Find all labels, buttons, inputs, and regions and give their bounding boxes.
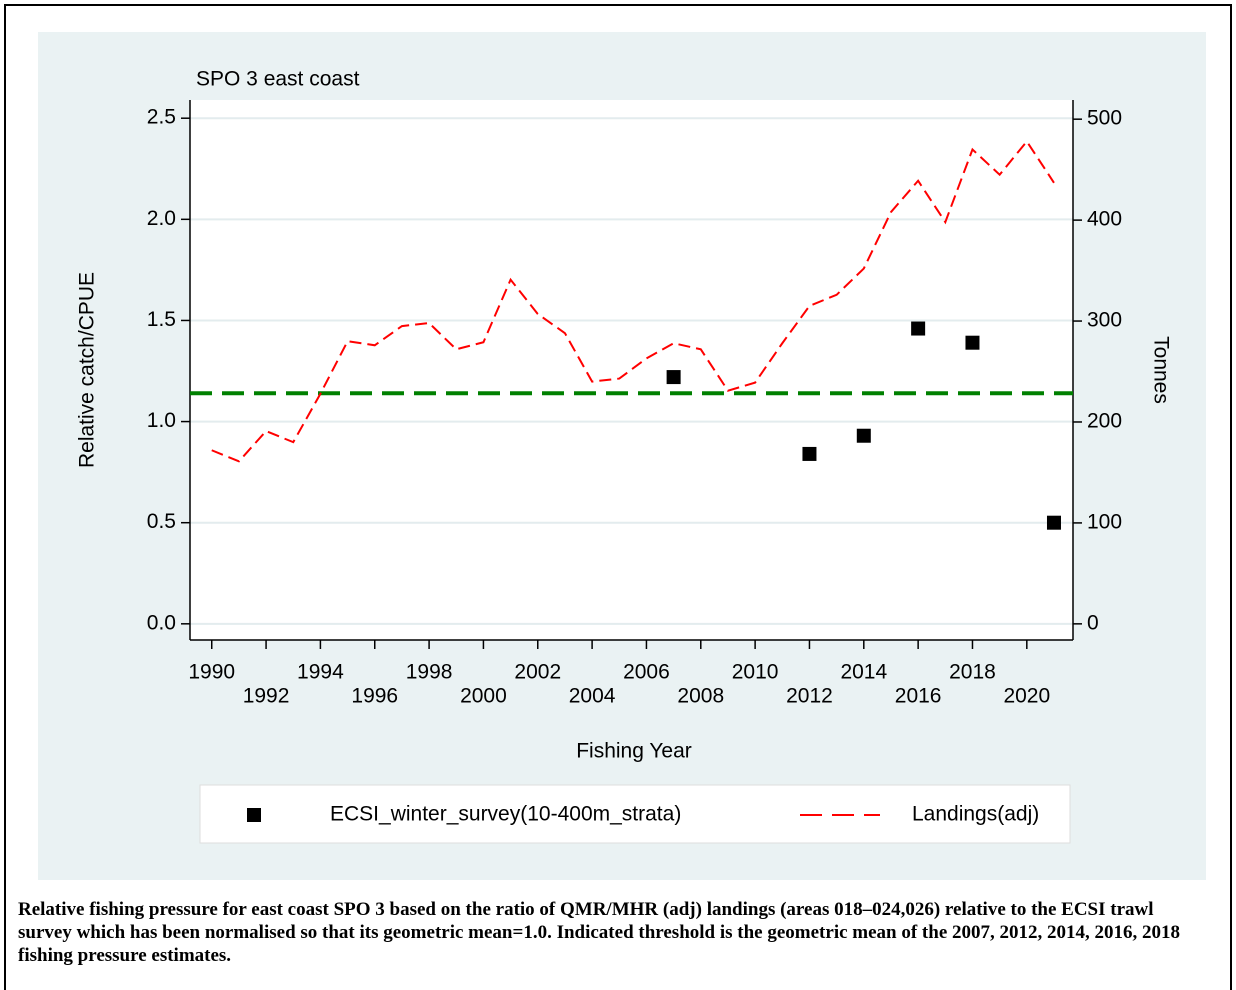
- x-tick-label: 1994: [297, 661, 344, 684]
- x-tick-label: 1998: [406, 661, 453, 684]
- survey-point: [802, 446, 817, 461]
- x-tick-label: 2004: [569, 685, 616, 708]
- plot-area: [190, 100, 1073, 640]
- legend-label: Landings(adj): [912, 803, 1039, 826]
- y2-tick-label: 500: [1087, 107, 1122, 130]
- y2-axis-title: Tonnes: [1149, 336, 1172, 404]
- x-tick-label: 2006: [623, 661, 670, 684]
- y-tick-label: 1.0: [147, 409, 176, 432]
- x-tick-label: 1992: [243, 685, 290, 708]
- y-axis-title: Relative catch/CPUE: [76, 272, 99, 468]
- x-tick-label: 2000: [460, 685, 507, 708]
- caption: Relative fishing pressure for east coast…: [18, 899, 1181, 966]
- y2-tick-label: 300: [1087, 309, 1122, 332]
- x-tick-label: 2014: [840, 661, 887, 684]
- x-tick-label: 2012: [786, 685, 833, 708]
- x-tick-label: 2010: [732, 661, 779, 684]
- x-tick-label: 2016: [895, 685, 942, 708]
- frame: [4, 4, 1232, 990]
- legend-marker: [247, 808, 261, 822]
- x-tick-label: 1996: [351, 685, 398, 708]
- x-axis-title: Fishing Year: [576, 740, 692, 763]
- survey-point: [965, 335, 980, 350]
- y-tick-label: 0.5: [147, 510, 176, 533]
- legend-label: ECSI_winter_survey(10-400m_strata): [330, 803, 681, 826]
- survey-point: [666, 370, 681, 385]
- x-tick-label: 1990: [188, 661, 235, 684]
- legend: [199, 784, 1071, 844]
- y-tick-label: 0.0: [147, 611, 176, 634]
- x-tick-label: 2018: [949, 661, 996, 684]
- survey-point: [1046, 515, 1061, 530]
- y-tick-label: 2.0: [147, 207, 176, 230]
- chart-title: SPO 3 east coast: [196, 68, 360, 91]
- y2-tick-label: 200: [1087, 410, 1122, 433]
- x-tick-label: 2008: [677, 685, 724, 708]
- y2-tick-label: 400: [1087, 208, 1122, 231]
- x-tick-label: 2002: [514, 661, 561, 684]
- y2-tick-label: 0: [1087, 611, 1099, 634]
- survey-point: [856, 428, 871, 443]
- y-tick-label: 1.5: [147, 308, 176, 331]
- landings-line: [211, 139, 1055, 463]
- survey-point: [911, 321, 926, 336]
- y-tick-label: 2.5: [147, 106, 176, 129]
- y2-tick-label: 100: [1087, 510, 1122, 533]
- x-tick-label: 2020: [1003, 685, 1050, 708]
